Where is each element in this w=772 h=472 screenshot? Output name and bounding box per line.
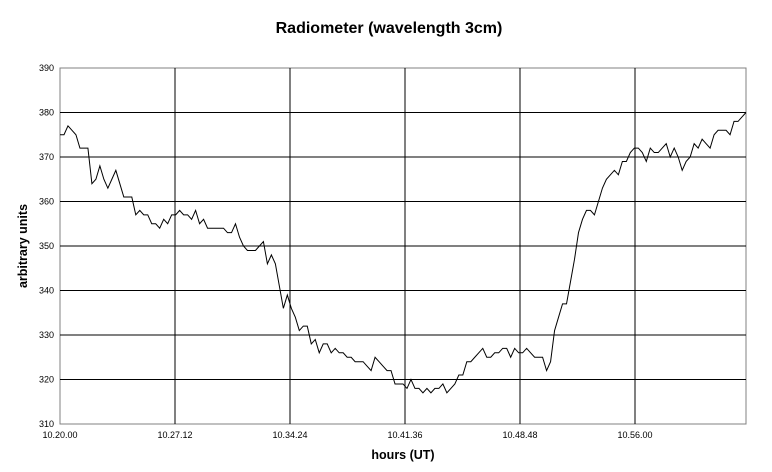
y-tick-label: 340 xyxy=(39,286,54,296)
series-line xyxy=(60,112,747,394)
x-tick-label: 10.20.00 xyxy=(42,430,77,440)
x-tick-label: 10.48.48 xyxy=(502,430,537,440)
horizontal-gridlines xyxy=(60,112,746,380)
y-tick-label: 380 xyxy=(39,108,54,118)
y-axis-title: arbitrary units xyxy=(16,204,30,288)
chart-title: Radiometer (wavelength 3cm) xyxy=(276,20,503,37)
y-tick-label: 360 xyxy=(39,197,54,207)
series-layer xyxy=(60,112,747,394)
y-tick-label: 370 xyxy=(39,152,54,162)
y-tick-label: 330 xyxy=(39,330,54,340)
vertical-gridlines xyxy=(174,68,636,424)
x-tick-label: 10.41.36 xyxy=(387,430,422,440)
x-tick-label: 10.27.12 xyxy=(157,430,192,440)
y-tick-labels: 310 320 330 340 350 360 370 380 390 xyxy=(39,63,54,429)
y-tick-label: 390 xyxy=(39,63,54,73)
y-tick-label: 350 xyxy=(39,241,54,251)
x-tick-label: 10.34.24 xyxy=(272,430,307,440)
y-tick-label: 310 xyxy=(39,419,54,429)
x-axis-title: hours (UT) xyxy=(371,448,434,462)
y-tick-label: 320 xyxy=(39,375,54,385)
x-tick-label: 10.56.00 xyxy=(617,430,652,440)
x-tick-labels: 10.20.00 10.27.12 10.34.24 10.41.36 10.48.48… xyxy=(42,430,652,440)
